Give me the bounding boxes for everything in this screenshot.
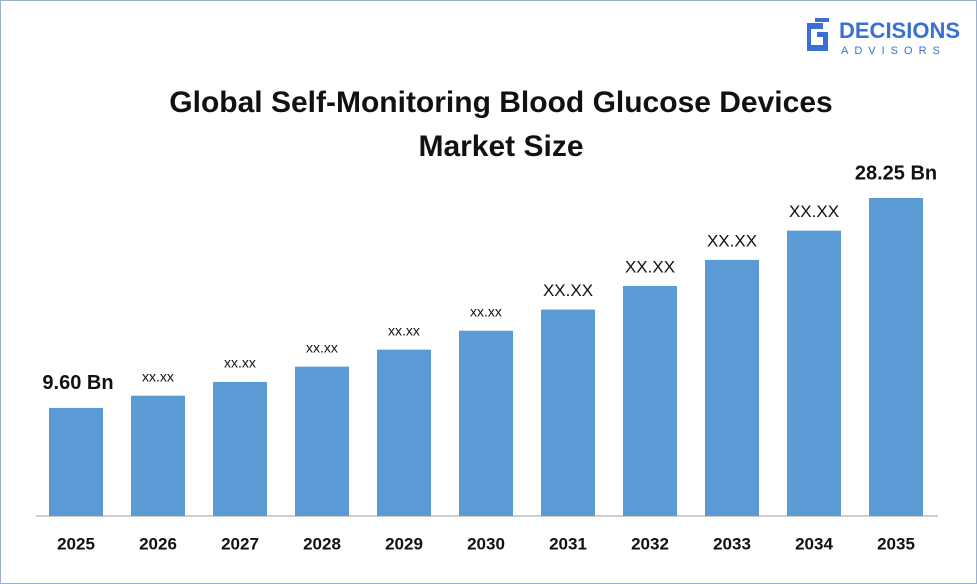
x-tick-label: 2029 xyxy=(385,534,423,553)
bar xyxy=(869,198,923,516)
x-tick-label: 2033 xyxy=(713,534,751,553)
bar xyxy=(705,259,759,516)
bar xyxy=(541,309,595,516)
value-label: 9.60 Bn xyxy=(42,372,113,394)
value-label: XX.XX xyxy=(789,202,839,221)
value-label: XX.XX xyxy=(707,231,757,250)
value-label: 28.25 Bn xyxy=(855,162,937,184)
bar xyxy=(49,407,103,516)
bar xyxy=(377,349,431,516)
x-tick-label: 2027 xyxy=(221,534,259,553)
chart-title: Global Self-Monitoring Blood Glucose Dev… xyxy=(169,86,833,163)
bar xyxy=(459,330,513,516)
value-label: XX.XX xyxy=(625,258,675,277)
x-tick-label: 2026 xyxy=(139,534,177,553)
value-label: xx.xx xyxy=(388,322,420,338)
bar xyxy=(623,286,677,516)
bar xyxy=(295,366,349,516)
x-tick-label: 2025 xyxy=(57,534,95,553)
value-label: xx.xx xyxy=(306,339,338,355)
logo-icon xyxy=(815,18,829,22)
brand-tagline: ADVISORS xyxy=(841,45,946,57)
value-label: xx.xx xyxy=(470,303,502,319)
value-label: xx.xx xyxy=(142,368,174,384)
logo: DECISIONS ADVISORS xyxy=(807,18,960,57)
brand-name: DECISIONS xyxy=(839,18,960,43)
bar xyxy=(213,381,267,516)
x-tick-label: 2034 xyxy=(795,534,833,553)
logo-icon xyxy=(807,23,828,51)
x-tick-label: 2030 xyxy=(467,534,505,553)
bar xyxy=(131,395,185,516)
value-label: xx.xx xyxy=(224,355,256,371)
x-tick-label: 2032 xyxy=(631,534,669,553)
x-tick-label: 2031 xyxy=(549,534,587,553)
x-tick-label: 2028 xyxy=(303,534,341,553)
value-label: XX.XX xyxy=(543,281,593,300)
x-tick-label: 2035 xyxy=(877,534,915,553)
bar xyxy=(787,230,841,517)
